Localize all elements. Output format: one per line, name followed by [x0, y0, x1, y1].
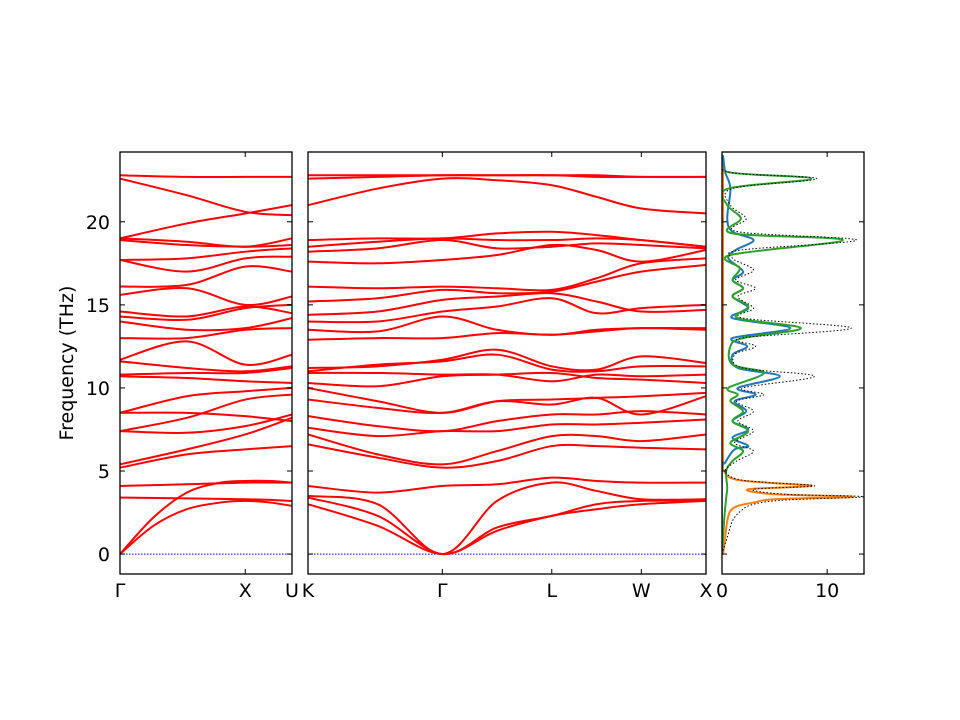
phonon-band-13 — [120, 360, 292, 373]
dos-curve-1 — [722, 155, 855, 555]
phonon-band-5 — [308, 443, 706, 469]
phonon-band-19 — [308, 263, 706, 303]
x-tick-label: 0 — [716, 580, 728, 602]
x-tick-label: X — [699, 580, 712, 602]
panel-dispersion-gamma-x-u: 0 5 10 15 20 Γ X U — [86, 151, 299, 602]
phonon-band-14 — [308, 348, 706, 372]
phonon-band-6 — [308, 433, 706, 466]
x-tick-label: X — [239, 580, 252, 602]
phonon-band-22 — [120, 247, 292, 261]
phonon-band-10 — [308, 386, 706, 414]
phonon-band-7 — [120, 413, 292, 434]
phonon-band-18 — [308, 292, 706, 316]
phonon-band-8 — [120, 393, 292, 433]
panel-plot-area — [308, 174, 706, 556]
phonon-band-7 — [308, 418, 706, 438]
phonon-band-20 — [120, 265, 292, 288]
y-axis-label: Frequency (THz) — [56, 286, 78, 441]
phonon-band-15 — [120, 327, 292, 340]
phonon-band-11 — [120, 375, 292, 384]
x-tick-label: Γ — [437, 580, 448, 602]
phonon-band-25 — [308, 177, 706, 215]
phonon-band-12 — [308, 371, 706, 383]
phonon-band-24 — [120, 237, 292, 248]
phonon-band-16 — [308, 315, 706, 336]
phonon-band-5 — [120, 445, 292, 469]
phonon-band-21 — [120, 255, 292, 273]
phonon-band-10 — [120, 386, 292, 414]
y-tick-label: 15 — [86, 295, 110, 317]
phonon-band-20 — [308, 257, 706, 292]
y-tick-label: 20 — [86, 212, 110, 234]
phonon-band-16 — [120, 317, 292, 332]
phonon-band-21 — [308, 243, 706, 265]
panel-plot-area — [722, 155, 864, 555]
phonon-band-17 — [308, 297, 706, 324]
panel-plot-area — [120, 174, 292, 555]
y-tick-label: 0 — [98, 544, 110, 566]
phonon-band-12 — [120, 366, 292, 376]
phonon-band-11 — [308, 371, 706, 388]
phonon-band-4 — [120, 481, 292, 487]
phonon-band-3 — [120, 496, 292, 502]
x-tick-label: 10 — [815, 580, 839, 602]
x-tick-label: W — [632, 580, 651, 602]
dos-curve-4 — [722, 155, 864, 555]
phonon-band-18 — [120, 305, 292, 318]
y-tick-label: 5 — [98, 461, 110, 483]
phonon-band-9 — [308, 395, 706, 416]
y-tick-label: 10 — [86, 378, 110, 400]
phonon-band-27 — [308, 174, 706, 179]
phonon-band-17 — [120, 303, 292, 322]
phonon-band-25 — [120, 204, 292, 240]
panel-frame — [119, 151, 293, 575]
phonon-band-19 — [120, 286, 292, 306]
phonon-band-24 — [308, 230, 706, 248]
phonon-band-3 — [308, 481, 706, 556]
phonon-band-6 — [120, 416, 292, 466]
x-tick-label: L — [546, 580, 557, 602]
panel-frame — [721, 151, 865, 575]
phonon-band-26 — [120, 177, 292, 217]
phonon-band-14 — [120, 340, 292, 366]
phonon-band-1 — [308, 499, 706, 556]
x-tick-label: Γ — [115, 580, 126, 602]
phonon-band-13 — [308, 353, 706, 373]
x-tick-label: U — [285, 580, 299, 602]
panel-dos: 0 10 — [716, 151, 865, 602]
phonon-band-23 — [120, 239, 292, 248]
phonon-band-1 — [120, 499, 292, 555]
phonon-band-4 — [308, 476, 706, 494]
phonon-band-8 — [308, 410, 706, 433]
x-tick-label: K — [302, 580, 315, 602]
phonon-band-9 — [120, 411, 292, 423]
panel-frame — [307, 151, 707, 575]
dos-curve-2 — [722, 155, 792, 555]
phonon-band-27 — [120, 174, 292, 179]
phonon-band-2 — [308, 496, 706, 556]
phonon-band-22 — [308, 239, 706, 253]
